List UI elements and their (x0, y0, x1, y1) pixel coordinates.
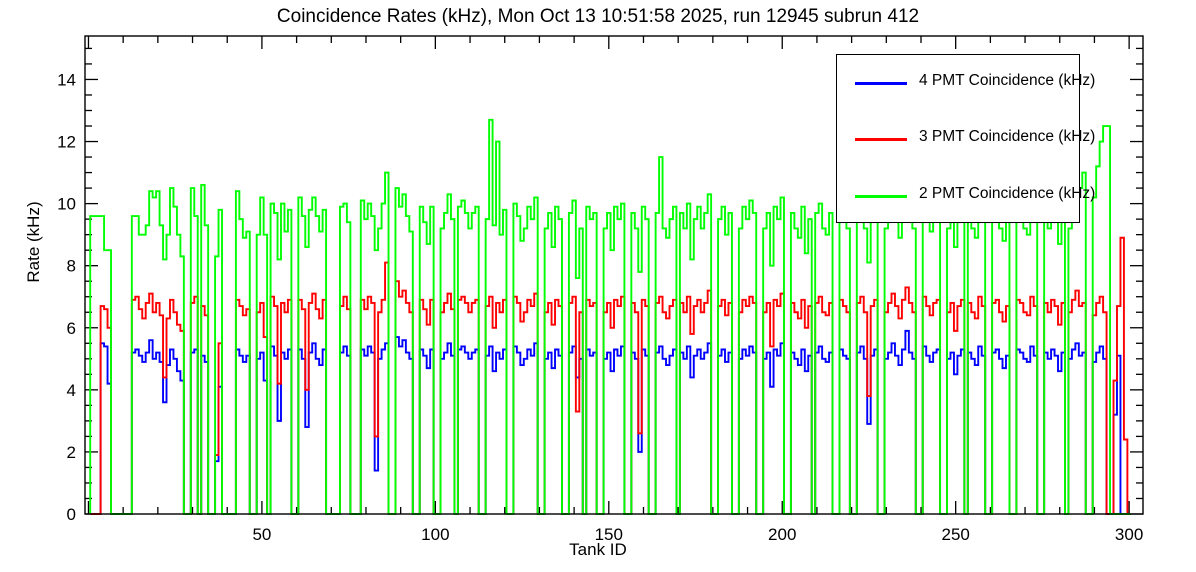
series-line-4pmt (90, 329, 1131, 515)
x-axis-label: Tank ID (569, 540, 627, 559)
legend-item-2pmt[interactable]: 2 PMT Coincidence (kHz) (837, 168, 1095, 224)
legend-item-4pmt[interactable]: 4 PMT Coincidence (kHz) (837, 55, 1095, 111)
x-tick-label: 50 (252, 525, 271, 544)
plot-frame (84, 35, 1144, 515)
legend-label-3pmt: 3 PMT Coincidence (kHz) (919, 128, 1096, 146)
legend-swatch-3pmt (855, 138, 907, 142)
series-group (89, 118, 1131, 515)
legend-label-2pmt: 2 PMT Coincidence (kHz) (919, 184, 1096, 202)
series-line-2pmt (89, 118, 1131, 515)
x-tick-label: 200 (768, 525, 796, 544)
x-tick-label: 100 (421, 525, 449, 544)
y-tick-label: 12 (57, 133, 76, 152)
legend-label-4pmt: 4 PMT Coincidence (kHz) (919, 72, 1096, 89)
chart-legend[interactable]: 4 PMT Coincidence (kHz) 3 PMT Coincidenc… (836, 54, 1095, 224)
legend-swatch-4pmt (855, 82, 907, 85)
y-tick-label: 4 (67, 381, 76, 400)
legend-swatch-2pmt (855, 194, 907, 198)
y-tick-label: 8 (67, 257, 76, 276)
page-title: Coincidence Rates (kHz), Mon Oct 13 10:5… (276, 6, 920, 27)
series-line-3pmt (90, 236, 1131, 515)
y-tick-label: 0 (67, 505, 76, 524)
legend-item-3pmt[interactable]: 3 PMT Coincidence (kHz) (837, 111, 1095, 167)
y-tick-label: 6 (67, 319, 76, 338)
x-tick-label: 250 (941, 525, 969, 544)
y-tick-label: 2 (67, 443, 76, 462)
y-tick-label: 10 (57, 195, 76, 214)
tick-labels-group: 0 2 4 6 8 10 12 14 50 100 150 200 250 300 (57, 70, 1143, 544)
x-tick-label: 150 (595, 525, 623, 544)
y-tick-label: 14 (57, 70, 76, 89)
x-tick-label: 300 (1115, 525, 1143, 544)
